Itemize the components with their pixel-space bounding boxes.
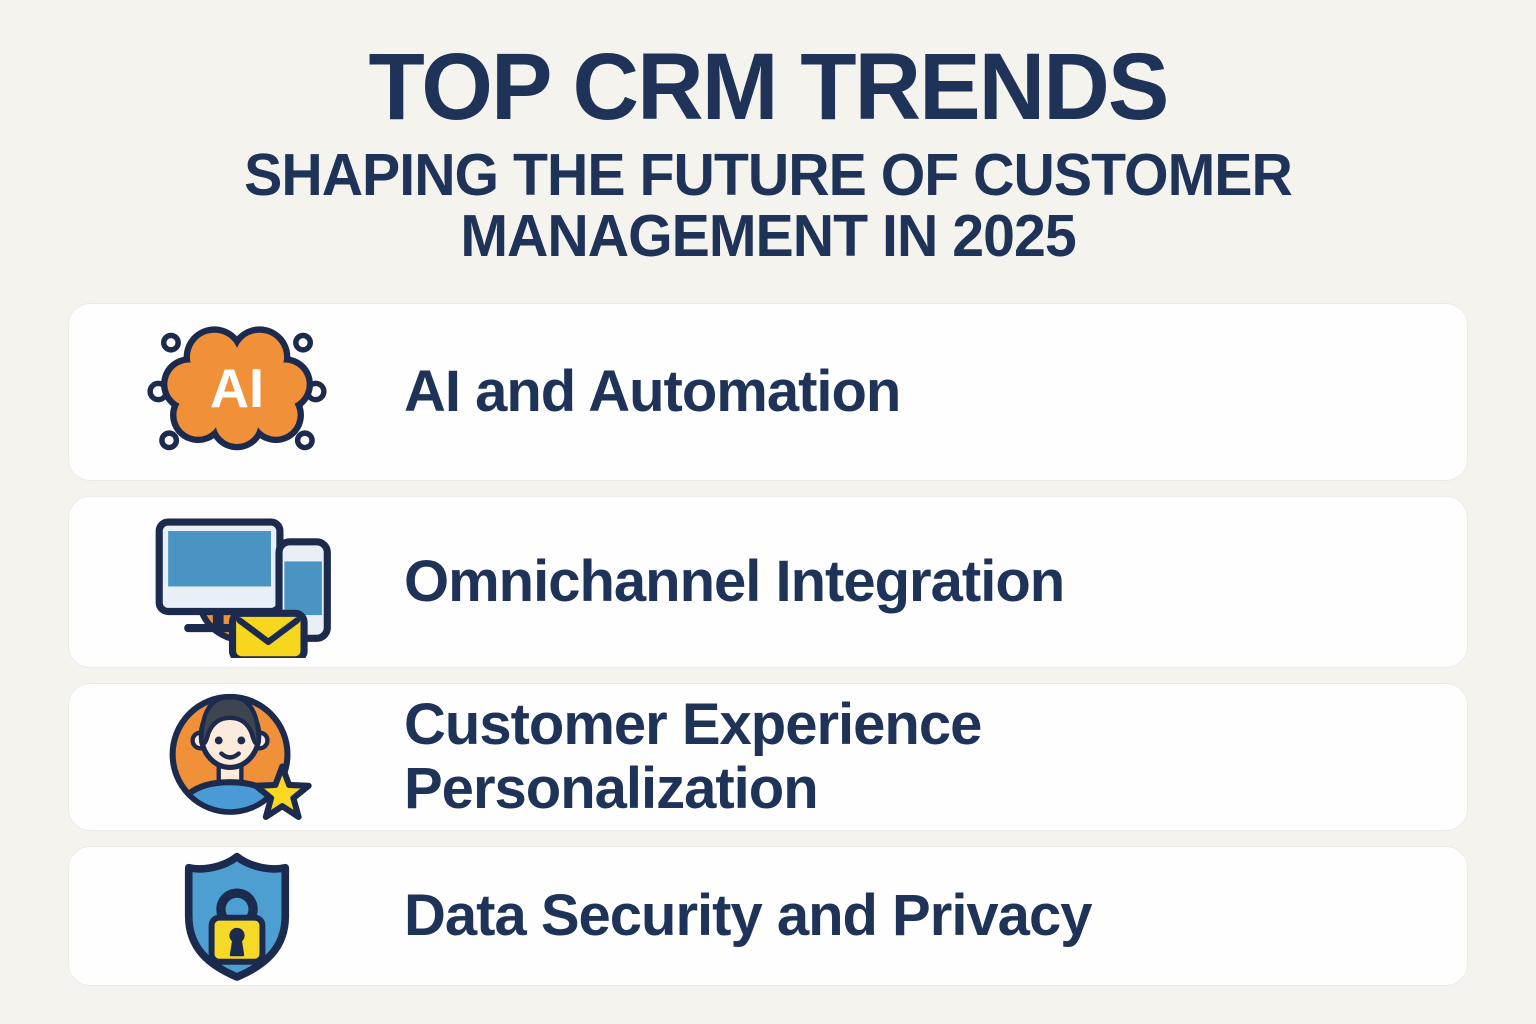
- page-subtitle: SHAPING THE FUTURE OF CUSTOMER MANAGEMEN…: [244, 142, 1293, 269]
- trend-label-ai-automation: AI and Automation: [404, 358, 901, 424]
- avatar-icon-svg: [169, 693, 312, 820]
- trend-card-ai-automation: AI AI and Automation: [68, 302, 1468, 481]
- ai-brain-icon: AI: [69, 319, 404, 464]
- trend-list: AI AI and Automation: [68, 302, 1468, 986]
- ai-brain-icon-svg: AI: [146, 326, 327, 451]
- page-title: TOP CRM TRENDS: [368, 34, 1170, 140]
- hair: [198, 699, 261, 746]
- ai-badge-text: AI: [209, 358, 263, 419]
- customer-avatar-star-icon: [69, 683, 404, 831]
- omnichannel-icon-svg: [155, 518, 331, 658]
- padlock-icon: [208, 888, 265, 965]
- trend-label-data-security: Data Security and Privacy: [404, 882, 1092, 948]
- trend-label-omnichannel: Omnichannel Integration: [404, 548, 1065, 614]
- trend-label-cx-personalization: Customer Experience Personalization: [404, 691, 982, 821]
- star-icon: [252, 763, 312, 820]
- envelope-icon: [228, 609, 308, 658]
- trend-card-cx-personalization: Customer Experience Personalization: [68, 682, 1468, 831]
- trend-card-omnichannel: Omnichannel Integration: [68, 495, 1468, 668]
- header: TOP CRM TRENDS SHAPING THE FUTURE OF CUS…: [0, 40, 1536, 267]
- trend-card-data-security: Data Security and Privacy: [68, 845, 1468, 986]
- shield-icon-svg: [184, 852, 289, 981]
- omnichannel-devices-icon: [69, 506, 404, 658]
- shield-lock-icon: [69, 848, 404, 984]
